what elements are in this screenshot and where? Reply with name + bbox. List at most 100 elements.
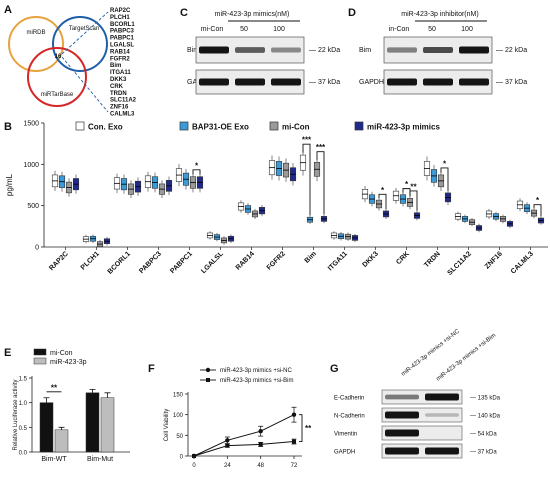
e-y-ticks: 0.0 0.5 1.0 1.5 xyxy=(19,377,32,457)
e-legend: mi-Con miR-423-3p xyxy=(33,348,87,366)
b-sig-label-6: * xyxy=(443,159,447,168)
b-xtick-label-trdn: TRDN xyxy=(423,250,442,269)
b-legend-label-con-exo: Con. Exo xyxy=(88,123,123,132)
e-legend-swatch-mi-con xyxy=(33,348,47,356)
venn-circle-mirdb xyxy=(8,16,64,72)
venn-callout-line-bottom xyxy=(61,56,109,113)
f-x-tick-labels: 0 24 48 72 xyxy=(192,456,298,469)
venn-label-mirdb: miRDB xyxy=(27,30,46,36)
e-ytick-label-1-5: 1.5 xyxy=(19,377,28,383)
b-xtick-label-crk: CRK xyxy=(395,250,411,266)
b-xtick-label-itga11: ITGA11 xyxy=(327,250,349,272)
blot-g-band-e-cadherin-lane-0 xyxy=(385,394,419,400)
blot-g-row-label-vimentin: Vimentin xyxy=(334,432,357,438)
gene-itga11: ITGA11 xyxy=(110,70,131,76)
f-legend-marker-0 xyxy=(205,367,211,373)
e-bar-bim-mut-mir-423-3p xyxy=(100,397,115,453)
e-bar-bim-wt-mi-con xyxy=(39,402,54,453)
blot-c-marker-bim: — 22 kDa xyxy=(309,47,340,54)
blot-d-treatment-label: miR-423-3p inhibitor(nM) xyxy=(401,11,478,18)
b-legend-label-mi-con: mi-Con xyxy=(282,123,310,132)
gene-rab14: RAB14 xyxy=(110,49,130,55)
f-series-line-mir-423-3p-mimics-si-nc xyxy=(193,414,295,457)
b-sig-label-0: * xyxy=(195,161,199,170)
b-xtick-label-rab14: RAB14 xyxy=(235,250,256,271)
blot-g-band-vimentin-lane-0 xyxy=(385,429,419,437)
blot-c-band-bim-lane-2 xyxy=(271,47,301,53)
b-xtick-label-lgalsl: LGALSL xyxy=(200,250,225,275)
f-point-mir-423-3p-mimics-si-bim-24 xyxy=(225,443,230,448)
venn-callout-line-top xyxy=(61,11,109,55)
gene-pabpc3: PABPC3 xyxy=(110,29,135,35)
venn-overlap-count: 16 xyxy=(55,54,62,60)
gene-znf16: ZNF16 xyxy=(110,105,129,111)
f-sig-label-0: ** xyxy=(305,424,312,433)
panel-g-western-blot: G miR-423-3p mimics +si-NC miR-423-3p mi… xyxy=(330,328,501,459)
blot-d-band-gapdh-lane-2 xyxy=(459,78,489,86)
blot-g-band-e-cadherin-lane-1 xyxy=(425,393,459,401)
b-legend-swatch-con-exo xyxy=(75,121,85,131)
blot-g-band-gapdh-lane-0 xyxy=(385,447,419,455)
f-point-mir-423-3p-mimics-si-bim-48 xyxy=(258,442,263,447)
b-sig-label-3: * xyxy=(381,186,385,195)
panel-letter-b: B xyxy=(4,121,12,133)
b-legend-label-bap31-oe-exo: BAP31-OE Exo xyxy=(192,123,249,132)
f-xtick-label-0: 0 xyxy=(192,463,196,469)
e-x-tick-labels: Bim-WT Bim-Mut xyxy=(41,456,113,463)
blot-g-rows: E-Cadherin — 135 kDa N-Cadherin — 140 kDa Vi… xyxy=(334,389,501,459)
b-sig-bracket-2 xyxy=(316,151,325,215)
f-legend-marker-1 xyxy=(206,378,210,382)
e-y-axis-title: Relative Luciferase activity xyxy=(13,379,19,450)
e-sig-label-0: ** xyxy=(51,383,58,392)
blot-d-bands xyxy=(387,46,489,86)
b-xtick-label-pabpc3: PABPC3 xyxy=(138,250,163,275)
blot-d-band-bim-lane-2 xyxy=(459,46,489,54)
blot-c-lane-label-2: 100 xyxy=(273,26,285,33)
f-point-mir-423-3p-mimics-si-bim-72 xyxy=(292,439,296,444)
blot-d-band-gapdh-lane-0 xyxy=(387,78,417,86)
f-point-mir-423-3p-mimics-si-nc-72 xyxy=(291,412,297,417)
b-xtick-label-rap2c: RAP2C xyxy=(48,250,70,272)
blot-c-lane-label-1: 50 xyxy=(240,26,248,33)
e-legend-label-mi-con: mi-Con xyxy=(50,350,73,357)
b-legend-swatch-bap31-oe-exo xyxy=(179,121,189,131)
blot-d-row-label-gapdh: GAPDH xyxy=(359,79,384,86)
blot-d-lane-label-2: 100 xyxy=(461,26,473,33)
e-legend-label-mir-423-3p: miR-423-3p xyxy=(50,359,87,366)
venn-label-targetscan: TargetScan xyxy=(69,26,99,32)
gene-rap2c: RAP2C xyxy=(110,8,131,14)
f-point-mir-423-3p-mimics-si-nc-24 xyxy=(225,438,230,443)
b-y-axis-title: pg/mL xyxy=(5,173,14,196)
f-y-axis-title: Cell Viability xyxy=(164,409,170,442)
blot-c-treatment-label: miR-423-3p mimics(nM) xyxy=(215,11,290,18)
f-significance: ** xyxy=(299,414,312,442)
f-legend-label-mir-423-3p-mimics-si-nc: miR-423-3p mimics +si-NC xyxy=(220,368,293,374)
f-plot-area xyxy=(191,406,297,459)
f-legend-label-mir-423-3p-mimics-si-bim: miR-423-3p mimics +si-Bim xyxy=(220,378,294,384)
e-ytick-label-1-0: 1.0 xyxy=(19,401,28,407)
b-sig-label-4: * xyxy=(405,180,409,189)
e-ytick-label-0-5: 0.5 xyxy=(19,426,28,432)
b-xtick-label-fgfr2: FGFR2 xyxy=(266,250,287,271)
blot-c-band-bim-lane-1 xyxy=(235,47,265,53)
gene-bim: Bim xyxy=(110,63,121,69)
panel-letter-d: D xyxy=(348,7,356,19)
gene-pabpc1: PABPC1 xyxy=(110,36,135,42)
venn-circle-targetscan xyxy=(52,16,108,72)
blot-g-marker-gapdh: — 37 kDa xyxy=(470,450,497,456)
f-xtick-label-48: 48 xyxy=(257,463,264,469)
b-ytick-label-1000: 1000 xyxy=(23,162,39,169)
b-sig-label-5: ** xyxy=(410,182,417,191)
blot-d-band-bim-lane-1 xyxy=(423,46,453,54)
f-ytick-label-50: 50 xyxy=(176,434,183,440)
blot-d-lane-label-1: 50 xyxy=(428,26,436,33)
blot-g-row-label-e-cadherin: E-Cadherin xyxy=(334,396,364,402)
e-legend-swatch-mir-423-3p xyxy=(33,357,47,365)
b-sig-bracket-7 xyxy=(533,204,542,217)
blot-c-band-gapdh-lane-0 xyxy=(199,78,229,86)
f-point-mir-423-3p-mimics-si-nc-48 xyxy=(258,429,263,434)
gene-bcorl1: BCORL1 xyxy=(110,22,135,28)
blot-g-band-n-cadherin-lane-0 xyxy=(385,411,419,419)
blot-c-row-label-bim: Bim xyxy=(187,47,199,54)
